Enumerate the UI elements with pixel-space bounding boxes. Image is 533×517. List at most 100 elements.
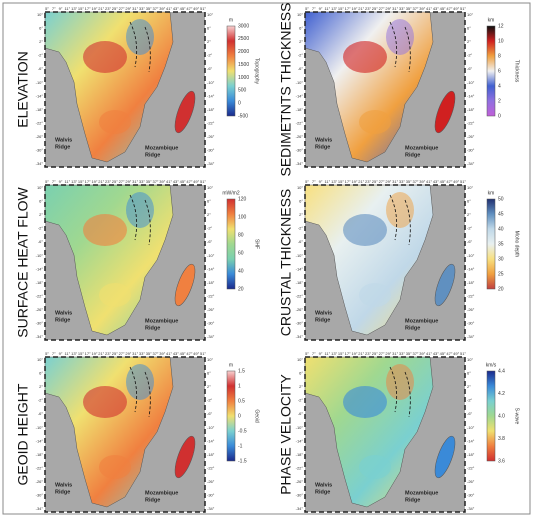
lat-tick-label: -6° (207, 411, 213, 416)
lat-tick-label: 10° (207, 357, 213, 362)
lon-tick-label: 7° (52, 179, 56, 184)
lat-tick-label: -6° (467, 66, 473, 71)
map: 5° 7° 9° 11° 13° 15° 17° 19° 21° 23° 25° 27° 29° 31° 3… (36, 6, 215, 168)
lon-tick-label: 45° (180, 6, 186, 11)
lon-tick-label: 17° (85, 351, 91, 356)
anomaly (99, 110, 131, 134)
lon-tick-label: 17° (85, 179, 91, 184)
lat-tick-label: -30° (36, 321, 44, 326)
lat-tick-label: -34° (207, 161, 215, 166)
panel-title: GEOID HEIGHT (15, 383, 31, 485)
map: 5° 7° 9° 11° 13° 15° 17° 19° 21° 23° 25° 27° 29° 31° 3… (296, 351, 475, 513)
colorbar-tick-label: 2500 (238, 36, 249, 42)
lon-tick-label: 29° (125, 351, 131, 356)
lon-tick-label: 37° (412, 351, 418, 356)
lon-tick-label: 9° (319, 179, 323, 184)
lat-tick-label: -22° (296, 120, 304, 125)
anomaly (359, 110, 391, 134)
lon-tick-label: 17° (85, 6, 91, 11)
lat-tick-label: -2° (207, 226, 213, 231)
lat-tick-label: 2° (467, 384, 471, 389)
lon-tick-label: 11° (64, 6, 70, 11)
lat-tick-label: 2° (39, 39, 43, 44)
lat-tick-label: -14° (207, 93, 215, 98)
lon-tick-label: 31° (132, 351, 138, 356)
lat-tick-label: -2° (467, 53, 473, 58)
colorbar-unit: mW/m2 (222, 190, 239, 196)
lon-tick-label: 21° (98, 6, 104, 11)
colorbar (226, 198, 236, 290)
lat-tick-label: -30° (296, 148, 304, 153)
lon-tick-label: 23° (365, 179, 371, 184)
lat-tick-label: -2° (298, 226, 304, 231)
colorbar-tick-label: 0 (238, 413, 241, 419)
lon-tick-label: 7° (312, 179, 316, 184)
lon-tick-label: 21° (358, 351, 364, 356)
colorbar-tick-label: 40 (498, 226, 504, 232)
lat-tick-label: -18° (207, 452, 215, 457)
lon-tick-label: 41° (166, 6, 172, 11)
lon-tick-label: 37° (152, 351, 158, 356)
lat-tick-label: -22° (296, 293, 304, 298)
rift (129, 366, 151, 418)
lon-tick-label: 9° (59, 6, 63, 11)
place-label: Ridge (315, 317, 330, 323)
map-frame (44, 356, 206, 513)
lon-tick-label: 27° (379, 351, 385, 356)
lon-tick-label: 27° (379, 179, 385, 184)
anomaly (126, 19, 154, 55)
lon-tick-label: 21° (98, 351, 104, 356)
lat-tick-label: -6° (298, 239, 304, 244)
lon-tick-label: 39° (419, 351, 425, 356)
lon-tick-label: 23° (105, 179, 111, 184)
madagascar (434, 90, 456, 134)
lat-tick-label: -10° (36, 253, 44, 258)
place-label: Walvis (315, 310, 332, 316)
lat-tick-label: -22° (36, 120, 44, 125)
colorbar-tick-label: 40 (238, 268, 244, 274)
lon-tick-label: 47° (446, 351, 452, 356)
lat-tick-label: -34° (467, 161, 475, 166)
lat-tick-label: -34° (36, 334, 44, 339)
lon-tick-label: 37° (152, 179, 158, 184)
rift (129, 21, 151, 73)
colorbar-tick-label: 0.5 (238, 398, 245, 404)
lon-tick-label: 15° (338, 6, 344, 11)
panel-title: SEDIMETNTS THICKNESS (278, 3, 294, 177)
lat-tick-label: 2° (207, 39, 211, 44)
colorbar-tick-label: 45 (498, 211, 504, 217)
rift (129, 194, 151, 246)
place-label: Walvis (55, 310, 72, 316)
lon-tick-label: 47° (446, 6, 452, 11)
lat-tick-label: -10° (467, 253, 475, 258)
lat-tick-label: -34° (467, 506, 475, 511)
lon-tick-label: 33° (399, 6, 405, 11)
map-frame (44, 184, 206, 341)
lon-tick-label: 15° (78, 6, 84, 11)
lon-tick-label: 11° (324, 179, 330, 184)
anomaly (83, 41, 127, 73)
lat-tick-label: -22° (467, 293, 475, 298)
panel-title: CRUSTAL THICKNESS (278, 189, 294, 337)
map-frame (304, 184, 466, 341)
lon-tick-label: 43° (173, 6, 179, 11)
lon-tick-label: 19° (351, 179, 357, 184)
lon-tick-label: 19° (91, 351, 97, 356)
lon-tick-label: 27° (119, 351, 125, 356)
lat-tick-label: -2° (298, 53, 304, 58)
lat-tick-label: 6° (39, 26, 43, 31)
lat-tick-label: 6° (467, 26, 471, 31)
anomaly (343, 386, 387, 418)
lon-tick-label: 15° (78, 351, 84, 356)
rift (389, 194, 411, 246)
lat-tick-label: -18° (207, 107, 215, 112)
madagascar (434, 435, 456, 479)
rift (389, 21, 411, 73)
lon-tick-label: 9° (59, 351, 63, 356)
lon-tick-label: 49° (193, 6, 199, 11)
lat-tick-label: -6° (207, 239, 213, 244)
lon-tick-label: 49° (453, 179, 459, 184)
lon-tick-label: 33° (139, 179, 145, 184)
anomaly (83, 386, 127, 418)
